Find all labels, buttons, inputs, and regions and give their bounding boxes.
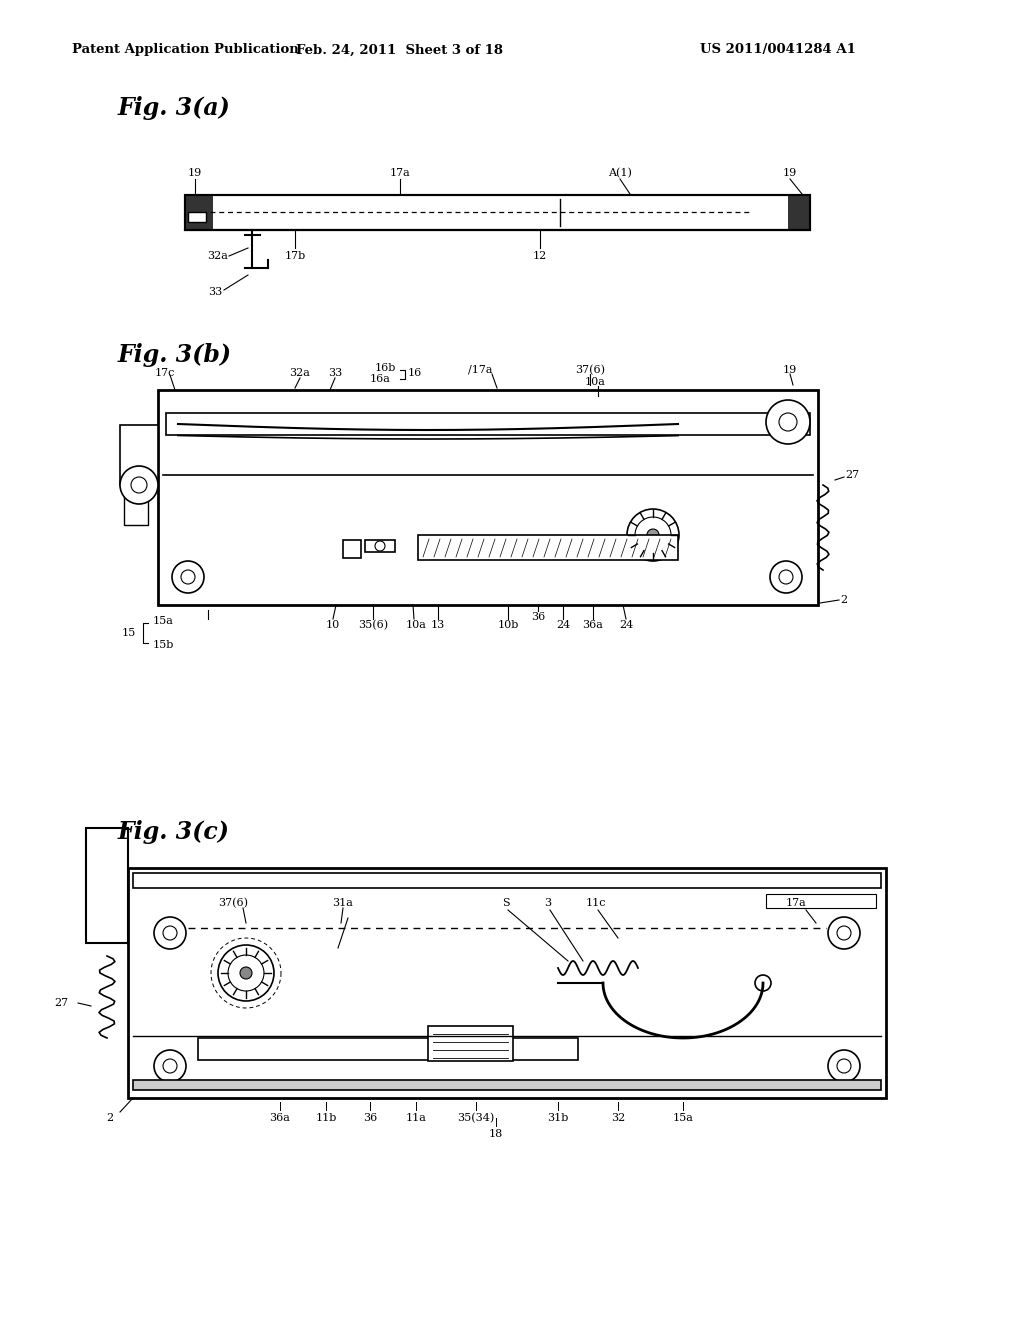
Text: US 2011/0041284 A1: US 2011/0041284 A1 — [700, 44, 856, 57]
Circle shape — [375, 541, 385, 550]
Bar — [188, 213, 206, 222]
Bar — [185, 195, 213, 230]
Text: 12: 12 — [532, 251, 547, 261]
Circle shape — [218, 945, 274, 1001]
Text: 31b: 31b — [547, 1113, 568, 1123]
Circle shape — [647, 529, 659, 541]
Bar — [120, 425, 158, 484]
Text: 2: 2 — [106, 1113, 114, 1123]
Text: 19: 19 — [187, 168, 202, 178]
Text: 10b: 10b — [498, 620, 519, 630]
Text: 36a: 36a — [583, 620, 603, 630]
Circle shape — [770, 561, 802, 593]
Text: 10: 10 — [326, 620, 340, 630]
Text: /17a: /17a — [468, 366, 493, 375]
Circle shape — [228, 954, 264, 991]
Text: 35(34): 35(34) — [458, 1113, 495, 1123]
Text: Fig. 3(c): Fig. 3(c) — [118, 820, 229, 843]
Text: 17b: 17b — [285, 251, 305, 261]
Text: 19: 19 — [783, 366, 797, 375]
Circle shape — [627, 510, 679, 561]
Text: 37(6): 37(6) — [575, 364, 605, 375]
Text: 36a: 36a — [269, 1113, 291, 1123]
Bar — [86, 828, 128, 942]
Text: Fig. 3(a): Fig. 3(a) — [118, 96, 230, 120]
Text: 18: 18 — [488, 1129, 503, 1139]
Text: 17a: 17a — [389, 168, 411, 178]
Circle shape — [828, 1049, 860, 1082]
Circle shape — [131, 477, 147, 492]
Bar — [418, 535, 678, 560]
Circle shape — [828, 917, 860, 949]
Circle shape — [779, 570, 793, 583]
Text: 17c: 17c — [155, 368, 175, 378]
Text: 24: 24 — [618, 620, 633, 630]
Text: 15b: 15b — [153, 640, 174, 649]
Text: 19: 19 — [783, 168, 797, 178]
Text: 11a: 11a — [406, 1113, 426, 1123]
Text: 16: 16 — [408, 368, 422, 378]
Circle shape — [766, 400, 810, 444]
Circle shape — [163, 1059, 177, 1073]
Text: 11c: 11c — [586, 898, 606, 908]
Bar — [128, 869, 886, 1098]
Text: 31a: 31a — [333, 898, 353, 908]
Text: 2: 2 — [840, 595, 847, 605]
Circle shape — [240, 968, 252, 979]
Bar — [788, 195, 810, 230]
Text: 37(6): 37(6) — [218, 898, 248, 908]
Text: 24: 24 — [556, 620, 570, 630]
Bar — [133, 873, 881, 888]
Circle shape — [154, 917, 186, 949]
Bar — [133, 1080, 881, 1090]
Text: 32: 32 — [611, 1113, 625, 1123]
Text: S: S — [502, 898, 510, 908]
Text: Feb. 24, 2011  Sheet 3 of 18: Feb. 24, 2011 Sheet 3 of 18 — [297, 44, 504, 57]
Bar — [343, 540, 361, 558]
Text: A(1): A(1) — [608, 168, 632, 178]
Bar — [166, 413, 810, 436]
Circle shape — [635, 517, 671, 553]
Bar — [185, 195, 810, 230]
Circle shape — [120, 466, 158, 504]
Bar — [428, 1026, 513, 1061]
Text: 27: 27 — [845, 470, 859, 480]
Bar — [766, 894, 876, 908]
Text: 10a: 10a — [585, 378, 605, 387]
Circle shape — [837, 1059, 851, 1073]
Text: 35(6): 35(6) — [358, 620, 388, 630]
Bar — [185, 195, 810, 230]
Bar — [158, 389, 818, 605]
Text: 27: 27 — [54, 998, 68, 1008]
Text: 3: 3 — [545, 898, 552, 908]
Bar — [198, 1038, 578, 1060]
Text: 17a: 17a — [785, 898, 806, 908]
Bar — [124, 492, 148, 525]
Text: 33: 33 — [328, 368, 342, 378]
Text: 32a: 32a — [290, 368, 310, 378]
Circle shape — [837, 927, 851, 940]
Text: 15: 15 — [122, 628, 136, 638]
Circle shape — [154, 1049, 186, 1082]
Text: 36: 36 — [530, 612, 545, 622]
Text: Patent Application Publication: Patent Application Publication — [72, 44, 299, 57]
Circle shape — [172, 561, 204, 593]
Text: 16b: 16b — [375, 363, 395, 374]
Circle shape — [163, 927, 177, 940]
Text: 15a: 15a — [153, 616, 174, 626]
Circle shape — [779, 413, 797, 432]
Circle shape — [181, 570, 195, 583]
Text: Fig. 3(b): Fig. 3(b) — [118, 343, 232, 367]
Text: 33: 33 — [208, 286, 222, 297]
Text: 32a: 32a — [207, 251, 228, 261]
Text: 13: 13 — [431, 620, 445, 630]
Text: 15a: 15a — [673, 1113, 693, 1123]
Text: 10a: 10a — [406, 620, 426, 630]
Bar — [365, 540, 395, 552]
Text: 11b: 11b — [315, 1113, 337, 1123]
Circle shape — [755, 975, 771, 991]
Text: 16a: 16a — [370, 374, 390, 384]
Text: 36: 36 — [362, 1113, 377, 1123]
